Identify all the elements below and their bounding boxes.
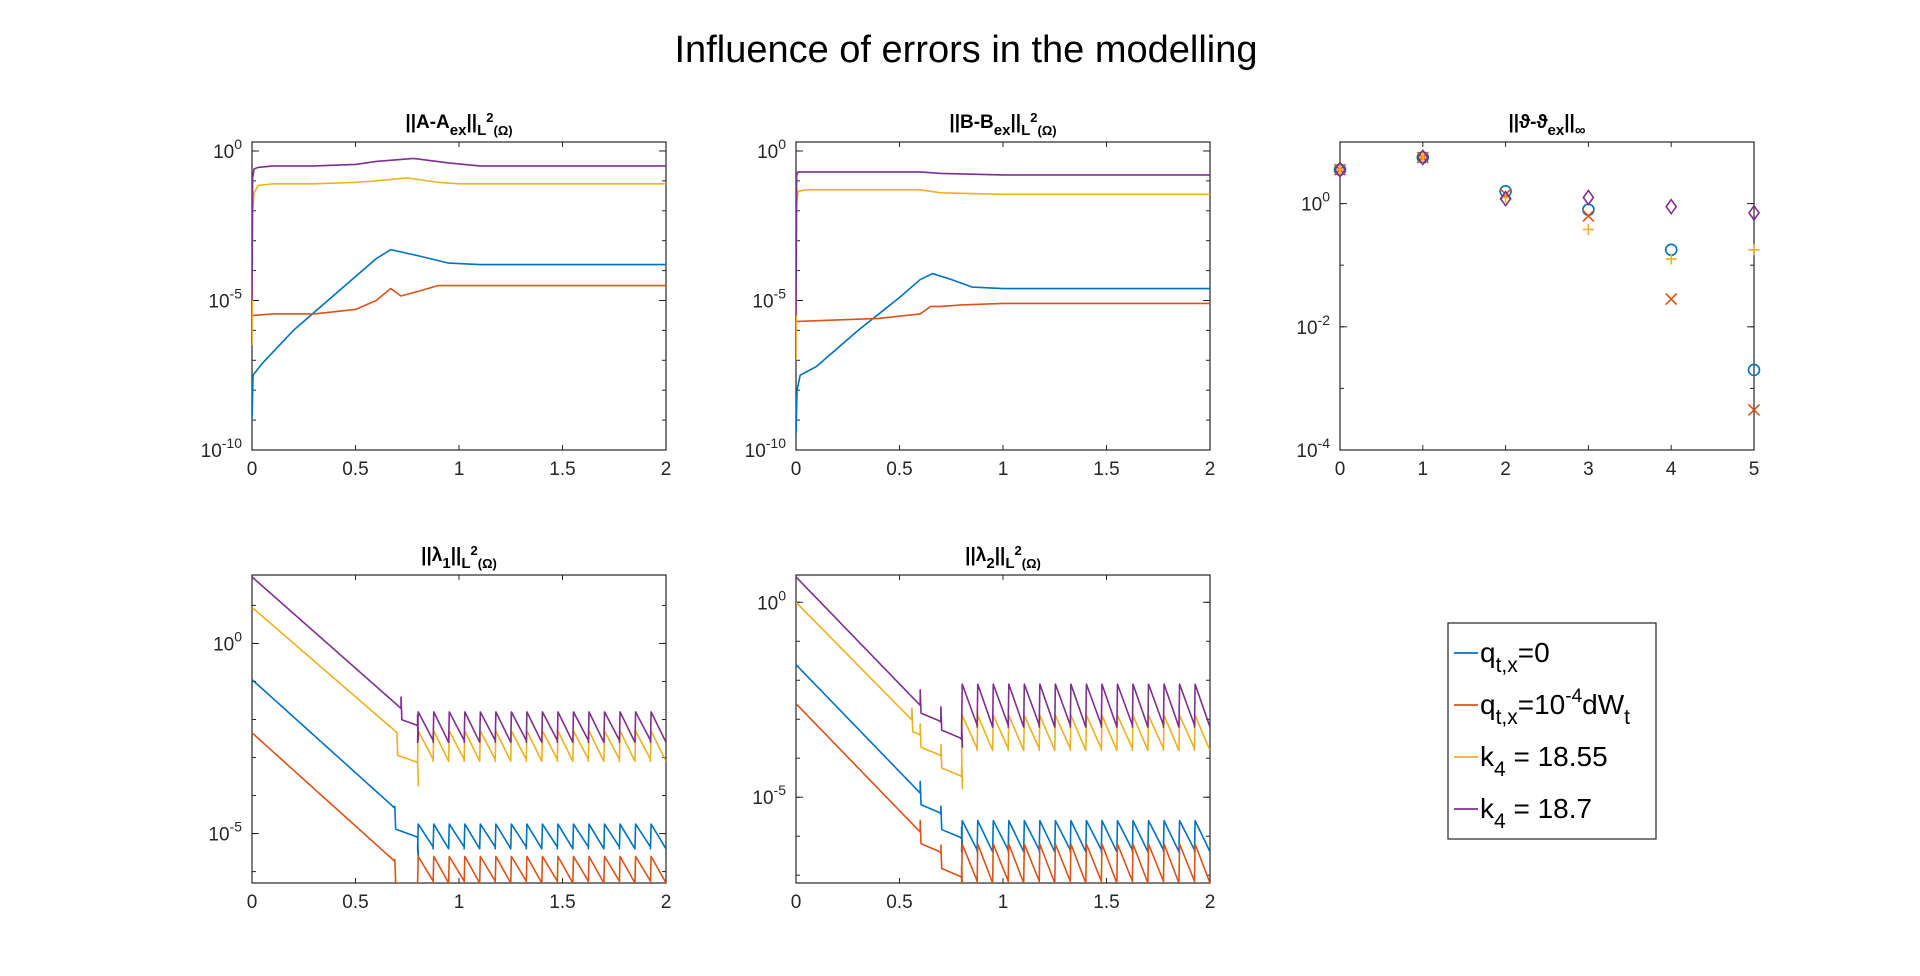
series-line-0 — [796, 664, 1210, 853]
x-tick-label: 1.5 — [549, 892, 575, 913]
scatter-point-diamond — [1665, 198, 1678, 216]
y-tick-label: 100 — [213, 136, 242, 163]
x-tick-label: 1.5 — [549, 459, 575, 480]
axes-lambda1: 0 0.5 1 1.5 2 100 10-5 ||λ1||L2(Ω) — [208, 543, 671, 913]
series-group-B — [796, 171, 1210, 436]
axes-theta: 0 1 2 3 4 5 100 10-2 10-4 ||ϑ-ϑex||∞ — [1296, 112, 1761, 480]
scatter-point-circle — [1747, 363, 1761, 377]
scatter-point-diamond — [1582, 189, 1595, 206]
axes-A: 0 0.5 1 1.5 2 100 10-5 10-10 ||A-Aex||L2(Ω) — [201, 110, 672, 480]
x-tick-label: 2 — [661, 892, 672, 913]
x-tick-label: 0.5 — [342, 459, 368, 480]
y-tick-label: 100 — [757, 136, 786, 163]
figure-title: Influence of errors in the modelling — [675, 29, 1258, 71]
axes-box-A — [251, 141, 667, 451]
series-line-1 — [796, 703, 1210, 883]
series-line-1 — [796, 302, 1210, 323]
y-tick-label: 10-2 — [1296, 312, 1330, 339]
scatter-point-plus — [1417, 151, 1429, 163]
x-tick-label: 2 — [661, 459, 672, 480]
scatter-point-diamond — [1499, 190, 1512, 208]
series-line-3 — [252, 157, 666, 301]
y-tick-label: 10-4 — [1296, 435, 1330, 462]
x-tick-label: 4 — [1666, 459, 1677, 480]
legend-entry-label: qt,x=10-4dWt — [1480, 686, 1630, 729]
series-line-0 — [252, 248, 666, 421]
scatter-point-plus — [1748, 244, 1760, 256]
x-tick-label: 2 — [1500, 459, 1511, 480]
legend-box — [1447, 622, 1657, 840]
x-tick-label: 0.5 — [886, 459, 912, 480]
series-group-lambda2 — [796, 576, 1210, 883]
x-tick-label: 1 — [1418, 459, 1429, 480]
scatter-point-diamond — [1748, 204, 1760, 222]
x-tick-label: 5 — [1749, 459, 1760, 480]
axes-title-A: ||A-Aex||L2(Ω) — [405, 110, 512, 139]
y-tick-label: 100 — [757, 587, 786, 614]
y-tick-label: 10-5 — [208, 819, 242, 846]
x-tick-label: 0.5 — [342, 892, 368, 913]
x-tick-label: 0.5 — [886, 892, 912, 913]
series-line-0 — [252, 678, 666, 860]
series-line-2 — [252, 177, 666, 346]
series-line-1 — [252, 732, 666, 883]
y-tick-label: 10-10 — [745, 435, 787, 462]
axes-box-theta — [1339, 141, 1755, 451]
legend-entry-label: qt,x=0 — [1480, 637, 1550, 677]
axes-B: 0 0.5 1 1.5 2 100 10-5 10-10 ||B-Bex||L2(Ω) — [745, 110, 1216, 480]
series-line-3 — [796, 576, 1210, 748]
legend: qt,x=0 qt,x=10-4dWt k4 = 18.55 k4 = 18.7 — [1447, 622, 1657, 840]
series-group-lambda1 — [252, 576, 666, 883]
series-group-A — [252, 157, 666, 421]
x-tick-label: 1 — [454, 892, 465, 913]
scatter-point-x — [1747, 403, 1761, 417]
axes-lambda2: 0 0.5 1 1.5 2 100 10-5 ||λ2||L2(Ω) — [752, 543, 1215, 913]
x-tick-label: 0 — [247, 459, 258, 480]
axes-title-lambda2: ||λ2||L2(Ω) — [965, 543, 1041, 572]
axes-title-B: ||B-Bex||L2(Ω) — [949, 110, 1056, 139]
y-tick-label: 10-5 — [752, 782, 786, 809]
axes-box-B — [795, 141, 1211, 451]
y-tick-label: 10-5 — [208, 285, 242, 312]
series-line-3 — [252, 576, 666, 744]
y-tick-label: 100 — [213, 628, 242, 655]
y-tick-label: 10-10 — [201, 435, 243, 462]
x-tick-label: 1 — [998, 459, 1009, 480]
axes-title-theta: ||ϑ-ϑex||∞ — [1508, 112, 1585, 139]
scatter-point-plus — [1334, 164, 1346, 176]
x-tick-label: 2 — [1205, 892, 1216, 913]
x-tick-label: 0 — [1335, 459, 1346, 480]
series-line-3 — [796, 171, 1210, 316]
scatter-point-diamond — [1416, 149, 1429, 166]
y-tick-label: 10-5 — [752, 285, 786, 312]
x-tick-label: 1.5 — [1093, 892, 1119, 913]
x-tick-label: 0 — [791, 892, 802, 913]
scatter-point-plus — [1665, 253, 1677, 265]
scatter-point-plus — [1582, 223, 1594, 235]
scatter-point-x — [1665, 293, 1678, 306]
axes-title-lambda1: ||λ1||L2(Ω) — [421, 543, 497, 572]
x-tick-label: 1 — [454, 459, 465, 480]
legend-entry-label: k4 = 18.7 — [1480, 793, 1592, 833]
series-line-1 — [252, 284, 666, 317]
x-tick-label: 3 — [1583, 459, 1594, 480]
scatter-point-diamond — [1334, 161, 1346, 179]
x-tick-label: 0 — [247, 892, 258, 913]
axes-box-lambda2 — [795, 574, 1211, 884]
y-tick-label: 100 — [1301, 189, 1330, 216]
series-line-2 — [252, 606, 666, 787]
x-tick-label: 1 — [998, 892, 1009, 913]
series-line-0 — [796, 272, 1210, 436]
legend-entry-label: k4 = 18.55 — [1480, 741, 1608, 781]
series-line-2 — [796, 601, 1210, 790]
x-tick-label: 1.5 — [1093, 459, 1119, 480]
x-tick-label: 0 — [791, 459, 802, 480]
x-tick-label: 2 — [1205, 459, 1216, 480]
scatter-point-x — [1582, 209, 1595, 222]
